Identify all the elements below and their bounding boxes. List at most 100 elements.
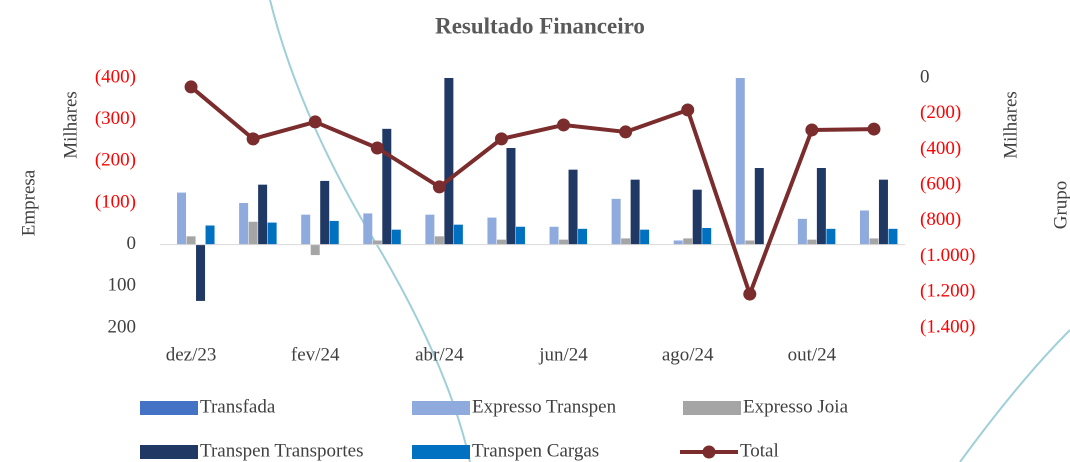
bar bbox=[621, 238, 631, 245]
bar bbox=[611, 198, 621, 245]
y2-tick-label: (600) bbox=[920, 174, 961, 195]
bar bbox=[301, 214, 311, 245]
x-tick-label: dez/23 bbox=[166, 344, 217, 365]
legend-swatch bbox=[683, 401, 741, 415]
y-axis-unit: Milhares bbox=[60, 91, 81, 159]
bar bbox=[702, 228, 712, 245]
line-point bbox=[246, 132, 260, 146]
bar bbox=[329, 220, 339, 245]
line-point bbox=[370, 141, 384, 155]
bar bbox=[559, 239, 569, 245]
bar bbox=[205, 225, 215, 245]
bar bbox=[807, 239, 817, 245]
legend-label: Expresso Transpen bbox=[472, 396, 617, 417]
y-tick-label: (300) bbox=[95, 108, 136, 129]
y2-tick-label: (1.000) bbox=[920, 245, 975, 266]
bar bbox=[258, 184, 268, 245]
line bbox=[189, 85, 874, 297]
y2-axis-unit: Milhares bbox=[1000, 91, 1021, 159]
line-point bbox=[743, 287, 757, 301]
y-tick-label: 100 bbox=[108, 275, 137, 296]
bar bbox=[797, 218, 807, 245]
line-point bbox=[805, 123, 819, 137]
bar bbox=[239, 203, 249, 245]
x-tick-label: out/24 bbox=[788, 344, 837, 365]
bar bbox=[444, 78, 454, 245]
bar bbox=[568, 169, 578, 245]
bar bbox=[248, 221, 258, 245]
bar bbox=[878, 179, 888, 245]
y-axis-title: Empresa bbox=[18, 169, 39, 236]
bar bbox=[515, 226, 525, 245]
bar bbox=[683, 238, 693, 245]
y2-tick-label: (400) bbox=[920, 138, 961, 159]
x-tick-label: ago/24 bbox=[662, 344, 714, 365]
y-tick-label: (100) bbox=[95, 191, 136, 212]
bar bbox=[310, 244, 320, 256]
bar bbox=[673, 240, 683, 245]
x-tick-label: fev/24 bbox=[291, 344, 340, 365]
bar bbox=[196, 244, 206, 301]
bar bbox=[382, 128, 392, 245]
bar bbox=[487, 217, 497, 245]
bar bbox=[816, 168, 826, 245]
x-tick-label: jun/24 bbox=[538, 344, 588, 365]
decor-arc bbox=[959, 329, 1070, 462]
bar bbox=[578, 228, 588, 245]
y2-tick-label: (1.400) bbox=[920, 316, 975, 337]
legend-swatch bbox=[140, 401, 198, 415]
bar bbox=[859, 210, 869, 245]
y-tick-label: (400) bbox=[95, 66, 136, 87]
line-point bbox=[308, 115, 322, 129]
bar bbox=[549, 226, 559, 245]
line-point bbox=[184, 80, 198, 94]
legend-label: Expresso Joia bbox=[743, 396, 849, 417]
bar bbox=[640, 229, 650, 245]
legend-swatch bbox=[702, 445, 716, 459]
decor-arc bbox=[269, 0, 471, 462]
y-tick-label: 200 bbox=[108, 316, 137, 337]
bar bbox=[506, 148, 516, 245]
y-tick-label: (200) bbox=[95, 150, 136, 171]
y2-tick-label: (800) bbox=[920, 209, 961, 230]
bar bbox=[372, 240, 382, 245]
bar bbox=[754, 168, 764, 245]
legend-swatch bbox=[412, 401, 470, 415]
legend-label: Transfada bbox=[200, 396, 276, 417]
bar bbox=[869, 238, 879, 245]
bar bbox=[745, 240, 755, 245]
bar bbox=[267, 222, 277, 245]
y2-tick-label: 0 bbox=[920, 66, 930, 87]
bar bbox=[630, 179, 640, 245]
line-point bbox=[557, 118, 571, 132]
plot-area bbox=[177, 78, 898, 301]
bar bbox=[735, 78, 745, 245]
bar bbox=[391, 229, 401, 245]
bar bbox=[496, 239, 506, 245]
line-point bbox=[494, 132, 508, 146]
x-tick-label: abr/24 bbox=[415, 344, 464, 365]
bar bbox=[453, 224, 463, 245]
chart-title: Resultado Financeiro bbox=[435, 13, 645, 38]
legend-swatch bbox=[412, 445, 470, 459]
y-tick-label: 0 bbox=[127, 233, 137, 254]
bar bbox=[692, 189, 702, 245]
bar bbox=[177, 192, 187, 245]
y2-tick-label: (200) bbox=[920, 102, 961, 123]
y2-axis-title: Grupo bbox=[1050, 181, 1070, 230]
bar bbox=[320, 180, 330, 245]
bar bbox=[363, 213, 373, 245]
line-point bbox=[619, 125, 633, 139]
bar bbox=[888, 228, 898, 245]
legend-label: Transpen Transportes bbox=[200, 440, 363, 461]
line-point bbox=[432, 180, 446, 194]
legend-label: Transpen Cargas bbox=[472, 440, 599, 461]
y2-tick-label: (1.200) bbox=[920, 281, 975, 302]
line-point bbox=[867, 122, 881, 136]
bar bbox=[186, 236, 196, 245]
bar bbox=[425, 214, 435, 245]
bar bbox=[826, 228, 836, 245]
legend-swatch bbox=[140, 445, 198, 459]
line-point bbox=[681, 103, 695, 117]
